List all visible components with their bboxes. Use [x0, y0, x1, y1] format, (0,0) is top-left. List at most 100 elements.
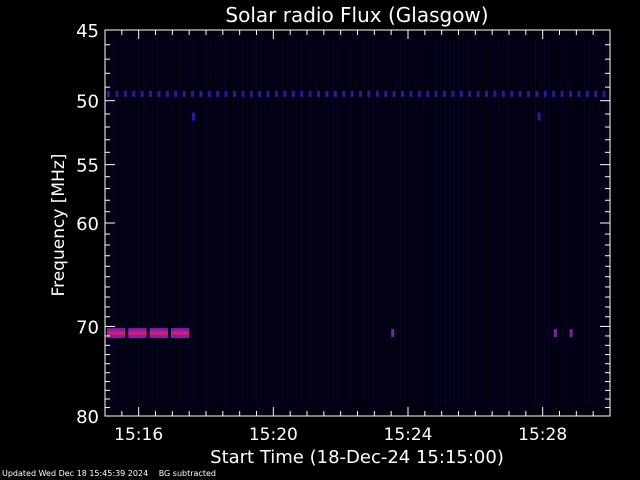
noise-stripes: [107, 40, 609, 406]
noise-stripe: [197, 40, 199, 406]
noise-stripe: [395, 40, 397, 406]
feature-spot: [192, 112, 195, 121]
band-segment: [468, 90, 472, 97]
noise-stripe: [345, 40, 348, 406]
noise-stripe: [192, 40, 195, 406]
noise-stripe: [570, 40, 573, 406]
noise-stripe: [521, 40, 523, 406]
band-segment: [149, 90, 152, 97]
noise-stripe: [318, 40, 321, 406]
band-segment: [333, 90, 337, 97]
band-segment: [283, 90, 287, 97]
feature-spot: [537, 112, 541, 121]
noise-stripe: [534, 40, 537, 406]
noise-stripe: [363, 40, 366, 406]
noise-stripe: [386, 40, 388, 406]
noise-stripe: [143, 40, 145, 406]
noise-stripe: [435, 40, 438, 406]
noise-stripe: [476, 40, 478, 406]
noise-stripe: [444, 40, 447, 406]
noise-stripe: [588, 40, 591, 406]
noise-stripe: [233, 40, 235, 406]
noise-stripe: [516, 40, 519, 406]
band-segment: [258, 90, 262, 97]
noise-stripe: [503, 40, 505, 406]
y-tick-label: 45: [76, 21, 99, 42]
noise-stripe: [404, 40, 406, 406]
noise-stripe: [480, 40, 483, 406]
feature-spot: [569, 329, 573, 338]
band-segment: [443, 90, 446, 97]
noise-stripe: [323, 40, 325, 406]
burst-core: [170, 331, 190, 336]
noise-stripe: [552, 40, 555, 406]
plot-background: [105, 30, 610, 416]
band-segment: [392, 90, 396, 97]
noise-stripe: [381, 40, 384, 406]
noise-stripe: [458, 40, 460, 406]
y-tick-label: 80: [76, 407, 99, 428]
band-segment: [165, 90, 169, 97]
noise-stripe: [422, 40, 424, 406]
noise-stripe: [593, 40, 595, 406]
band-segment: [543, 90, 547, 97]
noise-stripe: [471, 40, 474, 406]
noise-stripe: [242, 40, 244, 406]
band-segment: [417, 90, 421, 97]
noise-stripe: [467, 40, 469, 406]
noise-stripe: [431, 40, 433, 406]
noise-stripe: [215, 40, 217, 406]
noise-stripe: [543, 40, 546, 406]
axes: 15:16 15:20 15:24 15:28 45 50 55 60 70 80: [76, 21, 611, 445]
band-segment: [317, 90, 320, 97]
noise-stripe: [251, 40, 253, 406]
band-segment: [493, 90, 497, 97]
band-segment: [426, 90, 430, 97]
noise-stripe: [273, 40, 276, 406]
y-tick-label: 60: [76, 214, 99, 235]
band-segment: [224, 90, 228, 97]
noise-stripe: [557, 40, 559, 406]
noise-stripe: [300, 40, 303, 406]
noise-stripe: [314, 40, 316, 406]
noise-stripe: [507, 40, 510, 406]
y-axis-label: Frequency [MHz]: [49, 154, 69, 297]
band-segment: [140, 90, 144, 97]
noise-stripe: [426, 40, 429, 406]
noise-stripe: [188, 40, 190, 406]
noise-stripe: [359, 40, 361, 406]
noise-stripe: [584, 40, 586, 406]
band-segment: [207, 90, 211, 97]
noise-stripe: [116, 40, 118, 406]
band-segment: [552, 90, 556, 97]
y-tick-label: 50: [76, 92, 99, 113]
feature-spot: [391, 329, 395, 338]
noise-stripe: [210, 40, 213, 406]
noise-stripe: [525, 40, 528, 406]
band-segment: [501, 90, 505, 97]
x-axis-label: Start Time (18-Dec-24 15:15:00): [210, 447, 504, 468]
noise-stripe: [206, 40, 208, 406]
noise-stripe: [390, 40, 393, 406]
noise-stripe: [179, 40, 181, 406]
noise-stripe: [575, 40, 577, 406]
noise-stripe: [246, 40, 249, 406]
band-segment: [510, 90, 514, 97]
feature-spot: [192, 112, 195, 121]
band-segment: [476, 90, 480, 97]
noise-stripe: [201, 40, 204, 406]
noise-stripe: [561, 40, 564, 406]
noise-stripe: [512, 40, 514, 406]
band-segment: [384, 90, 388, 97]
noise-stripe: [579, 40, 582, 406]
band-segment: [174, 90, 178, 97]
noise-stripe: [566, 40, 568, 406]
x-tick-label: 15:20: [249, 425, 298, 445]
noise-stripe: [489, 40, 492, 406]
noise-stripe: [494, 40, 496, 406]
burst-core: [128, 331, 147, 336]
noise-stripe: [597, 40, 600, 406]
band-segment: [401, 90, 404, 97]
noise-stripe: [269, 40, 271, 406]
